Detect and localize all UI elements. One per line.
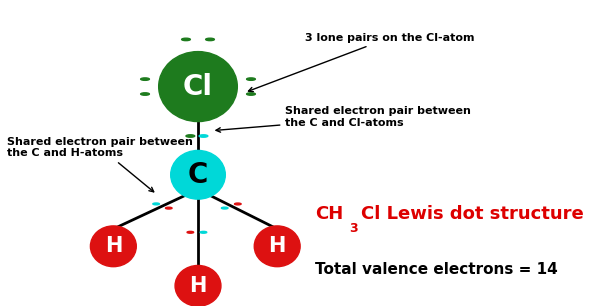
Ellipse shape <box>165 207 172 209</box>
Text: Cl Lewis dot structure: Cl Lewis dot structure <box>361 205 584 223</box>
Ellipse shape <box>141 93 149 95</box>
Ellipse shape <box>246 78 256 80</box>
Text: Cl: Cl <box>183 72 213 101</box>
Ellipse shape <box>187 231 193 233</box>
Text: C: C <box>188 161 208 189</box>
Text: 3 lone pairs on the Cl-atom: 3 lone pairs on the Cl-atom <box>248 33 474 91</box>
Ellipse shape <box>159 52 237 122</box>
Text: Shared electron pair between
the C and Cl-atoms: Shared electron pair between the C and C… <box>216 106 472 132</box>
Ellipse shape <box>206 38 214 41</box>
Ellipse shape <box>221 207 228 209</box>
Ellipse shape <box>90 226 136 267</box>
Text: 3: 3 <box>350 222 358 235</box>
Text: Total valence electrons = 14: Total valence electrons = 14 <box>315 262 558 277</box>
Ellipse shape <box>200 231 207 233</box>
Text: H: H <box>268 236 286 256</box>
Ellipse shape <box>246 93 256 95</box>
Text: H: H <box>189 276 207 296</box>
Text: H: H <box>105 236 122 256</box>
Ellipse shape <box>175 266 221 306</box>
Text: Shared electron pair between
the C and H-atoms: Shared electron pair between the C and H… <box>7 137 193 192</box>
Ellipse shape <box>186 135 195 137</box>
Ellipse shape <box>254 226 300 267</box>
Ellipse shape <box>182 38 190 41</box>
Ellipse shape <box>199 135 208 137</box>
Ellipse shape <box>141 78 149 80</box>
Ellipse shape <box>153 203 159 205</box>
Text: CH: CH <box>315 205 343 223</box>
Ellipse shape <box>235 203 241 205</box>
Ellipse shape <box>171 150 225 199</box>
